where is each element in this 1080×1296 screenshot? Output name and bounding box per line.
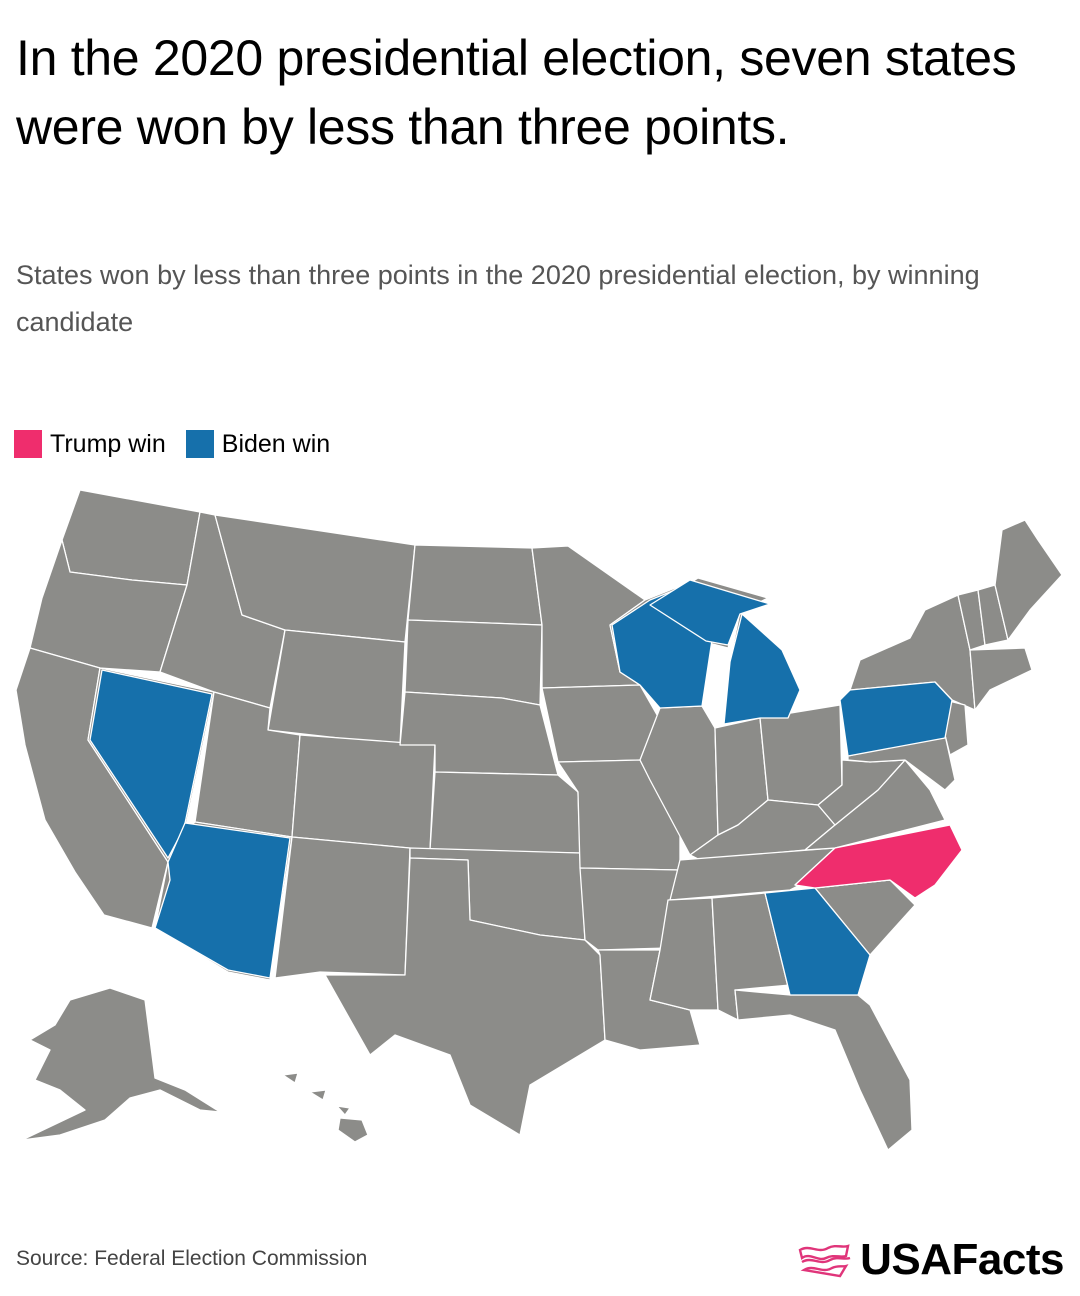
legend-label-trump: Trump win	[50, 429, 166, 458]
state-wyoming	[267, 629, 406, 746]
legend-item-biden: Biden win	[185, 429, 331, 459]
state-maine	[994, 519, 1063, 641]
usafacts-flag-icon	[798, 1244, 851, 1278]
legend-label-biden: Biden win	[221, 429, 331, 458]
state-arkansas	[579, 867, 681, 951]
state-new-england-south	[969, 647, 1033, 711]
state-kansas	[429, 771, 581, 854]
us-states-map	[15, 489, 1063, 1151]
chart-title: In the 2020 presidential election, seven…	[16, 30, 1017, 155]
state-hawaii	[282, 1072, 369, 1143]
legend-swatch-biden	[185, 430, 214, 458]
state-washington	[61, 489, 201, 586]
state-north-carolina-highlight	[794, 824, 963, 899]
legend-swatch-trump	[14, 430, 42, 458]
state-north-dakota	[407, 544, 543, 626]
state-colorado	[291, 734, 436, 851]
state-pennsylvania-highlight	[839, 681, 953, 757]
state-georgia-highlight	[764, 887, 871, 996]
state-south-dakota	[404, 619, 543, 706]
state-iowa	[541, 684, 661, 763]
state-florida	[734, 989, 913, 1151]
legend-item-trump: Trump win	[14, 430, 166, 459]
source-note: Source: Federal Election Commission	[16, 1247, 368, 1270]
state-texas	[324, 857, 606, 1136]
legend: Trump win Biden win	[14, 428, 350, 460]
brand-name: USAFacts	[860, 1235, 1064, 1284]
state-maryland-delaware	[847, 734, 956, 791]
chart-subtitle: States won by less than three points in …	[16, 260, 980, 337]
state-new-mexico	[274, 836, 411, 979]
state-arizona-highlight	[154, 822, 291, 979]
state-alaska	[21, 987, 221, 1141]
brand-logo[interactable]: USAFacts	[796, 1236, 1064, 1284]
state-michigan-highlight	[649, 579, 801, 725]
state-ohio	[759, 704, 843, 806]
